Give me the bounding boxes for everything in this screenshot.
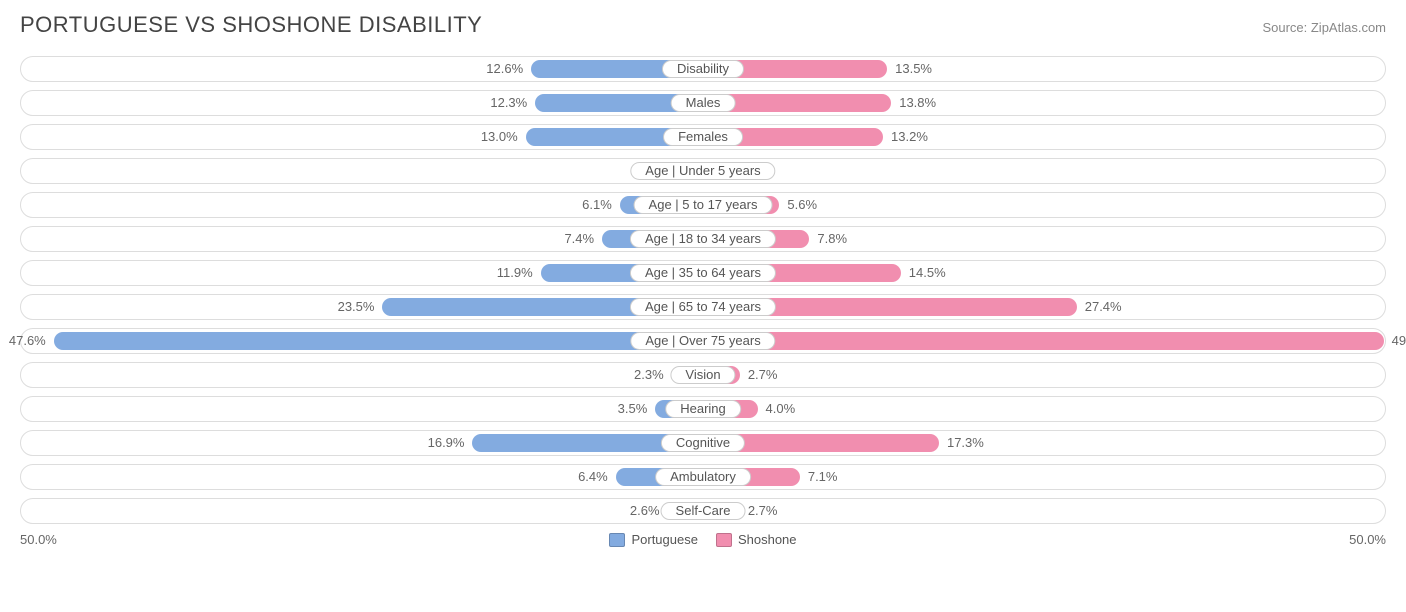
axis-left-max: 50.0% [20, 532, 57, 547]
value-label-left: 6.4% [578, 465, 608, 489]
category-label: Age | 65 to 74 years [630, 298, 776, 316]
legend-swatch-portuguese [609, 533, 625, 547]
category-label: Ambulatory [655, 468, 751, 486]
value-label-left: 7.4% [564, 227, 594, 251]
diverging-bar-chart: 12.6% 13.5% Disability 12.3% 13.8% Males 13.0%… [20, 56, 1386, 524]
value-label-left: 47.6% [9, 329, 46, 353]
chart-header: PORTUGUESE VS SHOSHONE DISABILITY Source… [20, 12, 1386, 38]
bar-row: 12.6% 13.5% Disability [20, 56, 1386, 82]
axis-right-max: 50.0% [1349, 532, 1386, 547]
value-label-right: 7.8% [817, 227, 847, 251]
value-label-right: 4.0% [766, 397, 796, 421]
category-label: Age | 35 to 64 years [630, 264, 776, 282]
chart-container: PORTUGUESE VS SHOSHONE DISABILITY Source… [0, 0, 1406, 555]
category-label: Age | Over 75 years [630, 332, 775, 350]
chart-footer: 50.0% Portuguese Shoshone 50.0% [20, 532, 1386, 547]
value-label-right: 49.9% [1392, 329, 1406, 353]
value-label-right: 2.7% [748, 363, 778, 387]
value-label-left: 3.5% [618, 397, 648, 421]
chart-legend: Portuguese Shoshone [609, 532, 796, 547]
value-label-right: 13.5% [895, 57, 932, 81]
category-label: Vision [670, 366, 735, 384]
value-label-right: 27.4% [1085, 295, 1122, 319]
value-label-left: 2.6% [630, 499, 660, 523]
value-label-left: 16.9% [428, 431, 465, 455]
value-label-right: 7.1% [808, 465, 838, 489]
legend-swatch-shoshone [716, 533, 732, 547]
value-label-right: 2.7% [748, 499, 778, 523]
value-label-left: 2.3% [634, 363, 664, 387]
bar-row: 12.3% 13.8% Males [20, 90, 1386, 116]
legend-item-shoshone: Shoshone [716, 532, 797, 547]
value-label-left: 6.1% [582, 193, 612, 217]
bar-row: 11.9% 14.5% Age | 35 to 64 years [20, 260, 1386, 286]
category-label: Age | 5 to 17 years [634, 196, 773, 214]
category-label: Age | 18 to 34 years [630, 230, 776, 248]
legend-label-portuguese: Portuguese [631, 532, 698, 547]
bar-row: 6.4% 7.1% Ambulatory [20, 464, 1386, 490]
legend-label-shoshone: Shoshone [738, 532, 797, 547]
value-label-right: 14.5% [909, 261, 946, 285]
chart-title: PORTUGUESE VS SHOSHONE DISABILITY [20, 12, 482, 38]
value-label-left: 11.9% [497, 261, 533, 285]
bar-left [54, 332, 703, 350]
category-label: Hearing [665, 400, 741, 418]
bar-right [703, 332, 1384, 350]
bar-row: 2.3% 2.7% Vision [20, 362, 1386, 388]
bar-row: 1.6%1.6%Age | Under 5 years [20, 158, 1386, 184]
bar-row: 13.0% 13.2% Females [20, 124, 1386, 150]
value-label-left: 12.3% [490, 91, 527, 115]
category-label: Disability [662, 60, 744, 78]
value-label-right: 17.3% [947, 431, 984, 455]
bar-row: 23.5% 27.4% Age | 65 to 74 years [20, 294, 1386, 320]
legend-item-portuguese: Portuguese [609, 532, 698, 547]
value-label-left: 13.0% [481, 125, 518, 149]
value-label-left: 12.6% [486, 57, 523, 81]
category-label: Self-Care [661, 502, 746, 520]
value-label-right: 13.8% [899, 91, 936, 115]
chart-source: Source: ZipAtlas.com [1262, 20, 1386, 35]
value-label-right: 13.2% [891, 125, 928, 149]
category-label: Age | Under 5 years [630, 162, 775, 180]
bar-row: 2.6% 2.7%Self-Care [20, 498, 1386, 524]
category-label: Cognitive [661, 434, 745, 452]
bar-row: 6.1% 5.6% Age | 5 to 17 years [20, 192, 1386, 218]
category-label: Males [671, 94, 736, 112]
value-label-right: 5.6% [787, 193, 817, 217]
category-label: Females [663, 128, 743, 146]
value-label-left: 23.5% [338, 295, 375, 319]
bar-row: 3.5% 4.0% Hearing [20, 396, 1386, 422]
bar-row: 16.9% 17.3% Cognitive [20, 430, 1386, 456]
bar-row: 7.4% 7.8% Age | 18 to 34 years [20, 226, 1386, 252]
bar-row: 47.6%49.9%Age | Over 75 years [20, 328, 1386, 354]
